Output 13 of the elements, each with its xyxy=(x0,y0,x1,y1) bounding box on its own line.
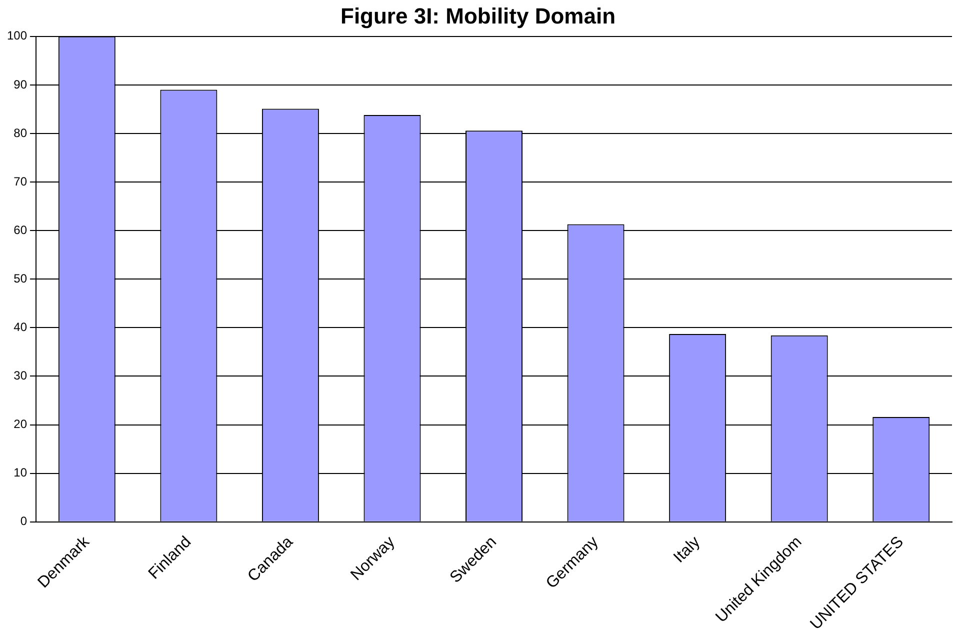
y-tick-label: 50 xyxy=(14,271,28,286)
y-tick-label: 40 xyxy=(14,320,28,334)
x-tick-label: Italy xyxy=(670,534,704,566)
y-tick-label: 20 xyxy=(14,417,28,432)
y-tick-label: 70 xyxy=(14,174,28,188)
chart-title: Figure 3I: Mobility Domain xyxy=(340,3,616,28)
y-tick-label: 80 xyxy=(14,126,28,140)
y-tick-label: 60 xyxy=(14,222,28,237)
y-tick-label: 30 xyxy=(14,368,28,383)
y-tick-label: 0 xyxy=(20,514,28,528)
y-tick-label: 100 xyxy=(6,28,28,43)
y-tick-label: 10 xyxy=(14,466,28,480)
y-tick-label: 90 xyxy=(14,77,28,92)
